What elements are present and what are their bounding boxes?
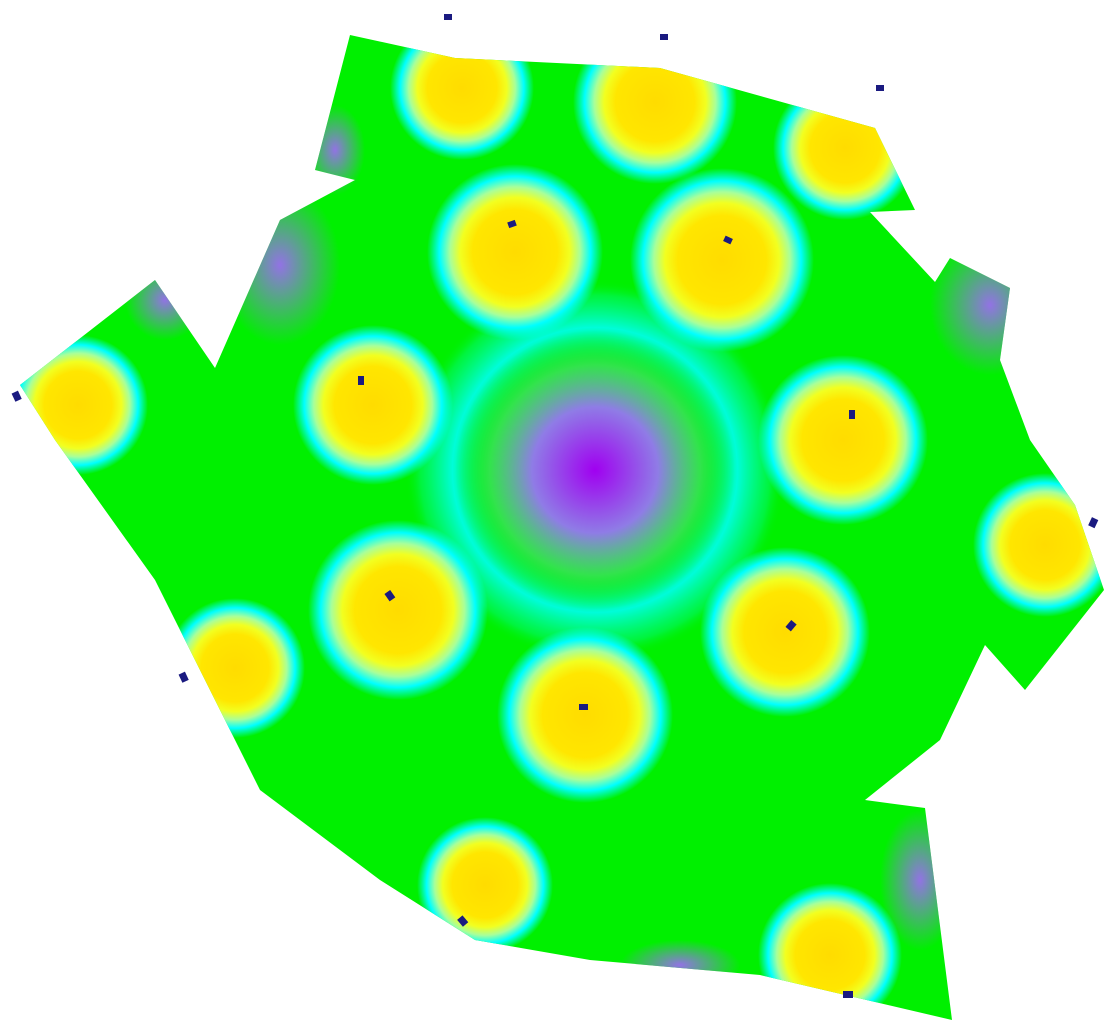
source-marker [723,235,733,245]
source-marker [1088,517,1099,529]
peak-hotspot [700,547,870,717]
source-markers [11,14,1099,998]
peak-hotspot [758,883,902,1020]
source-marker [660,34,668,40]
peak-hotspot [390,35,534,160]
source-marker [457,915,469,927]
edge-violet [305,105,365,195]
peak-hotspot [758,355,928,525]
central-trough [455,330,735,610]
peak-hotspot [417,817,553,953]
edge-violet [930,235,1050,375]
peak-hotspot [497,627,673,803]
source-marker [444,14,452,20]
source-marker [384,590,396,602]
peak-hotspot [573,35,737,184]
source-marker [358,376,364,385]
peak-hotspot [20,335,148,475]
peak-hotspot [165,598,305,738]
source-marker [579,704,588,710]
source-marker [849,410,855,419]
edge-violet [220,185,340,345]
source-marker [11,390,22,402]
source-marker [843,991,853,998]
peak-hotspot [630,168,814,352]
source-marker [507,219,517,229]
source-marker [876,85,884,91]
source-marker [785,620,797,632]
edge-violet [620,940,740,990]
edge-violet [125,260,205,340]
source-marker [178,671,189,683]
peak-hotspot [773,76,917,220]
peak-hotspot [293,325,453,485]
peak-hotspot [308,520,488,700]
peak-hotspot [427,164,603,340]
